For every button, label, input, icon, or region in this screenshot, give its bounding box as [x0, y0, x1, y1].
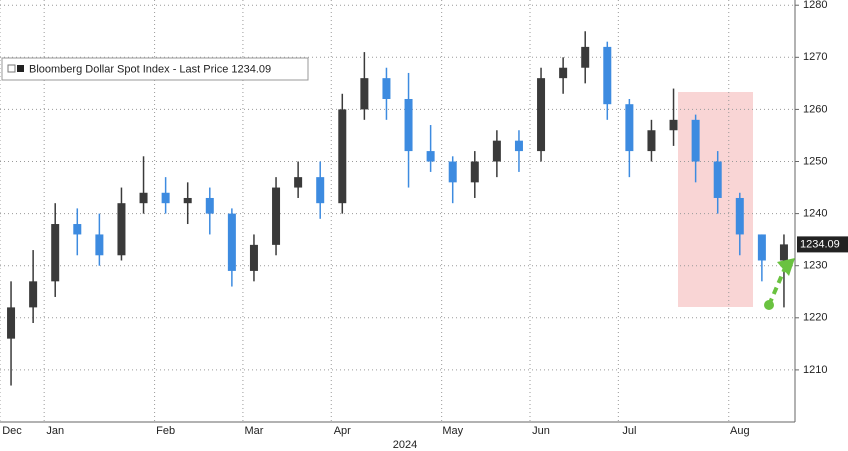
- candle-body: [470, 161, 479, 183]
- x-tick-label: May: [442, 425, 463, 437]
- candle-body: [757, 234, 766, 261]
- candle-body: [647, 130, 656, 152]
- trend-arrow: [764, 258, 795, 310]
- legend-icon: [17, 65, 24, 72]
- candle-body: [338, 109, 347, 204]
- candle-body: [161, 192, 170, 204]
- candle-body: [404, 98, 413, 152]
- last-price-label: 1234.09: [800, 238, 840, 250]
- candle-body: [139, 192, 148, 204]
- y-tick-label: 1220: [803, 312, 827, 324]
- x-tick-label: Aug: [730, 425, 750, 437]
- candle-body: [735, 197, 744, 235]
- arrow-tail: [764, 300, 774, 310]
- x-tick-label: Jun: [532, 425, 550, 437]
- candle-body: [514, 140, 523, 152]
- y-tick-label: 1210: [803, 364, 827, 376]
- candle-body: [249, 244, 258, 271]
- candle-body: [603, 46, 612, 105]
- candle-body: [360, 78, 369, 110]
- candle-body: [537, 78, 546, 152]
- y-tick-label: 1250: [803, 155, 827, 167]
- candle-body: [51, 224, 60, 282]
- candle-body: [227, 213, 236, 271]
- candle-body: [316, 177, 325, 204]
- x-tick-label: Mar: [244, 425, 263, 437]
- candle-body: [492, 140, 501, 162]
- candle-body: [183, 197, 192, 204]
- candle-body: [426, 151, 435, 162]
- y-tick-label: 1270: [803, 51, 827, 63]
- arrow-shaft: [767, 267, 787, 306]
- candle-body: [559, 67, 568, 79]
- x-tick-label: Apr: [334, 425, 351, 437]
- candle-body: [713, 161, 722, 198]
- candle-body: [581, 46, 590, 68]
- legend: Bloomberg Dollar Spot Index - Last Price…: [1, 57, 309, 81]
- legend-box: [1, 57, 309, 81]
- y-tick-label: 1240: [803, 208, 827, 220]
- x-tick-label: Dec: [2, 425, 22, 437]
- x-tick-label: Jul: [622, 425, 636, 437]
- candle-body: [95, 234, 104, 256]
- candle-body: [382, 78, 391, 99]
- candle-body: [779, 244, 788, 261]
- x-axis-year: 2024: [393, 439, 417, 451]
- candle-body: [294, 177, 303, 188]
- y-tick-label: 1230: [803, 260, 827, 272]
- last-price-box: [797, 236, 848, 253]
- x-tick-label: Jan: [46, 425, 64, 437]
- candle-body: [669, 119, 678, 131]
- plot: [0, 0, 795, 422]
- candle-body: [29, 281, 38, 308]
- candle-body: [117, 203, 126, 256]
- candle-body: [205, 197, 214, 214]
- legend-icon: [7, 64, 16, 73]
- legend-label: Bloomberg Dollar Spot Index - Last Price…: [29, 63, 271, 75]
- candle-body: [272, 187, 281, 245]
- x-tick-label: Feb: [156, 425, 175, 437]
- candle-body: [691, 119, 700, 162]
- y-tick-label: 1280: [803, 0, 827, 11]
- candle-body: [625, 104, 634, 152]
- candle-body: [448, 161, 457, 183]
- y-tick-label: 1260: [803, 103, 827, 115]
- candle-body: [73, 224, 82, 235]
- candle-body: [7, 307, 16, 339]
- arrow-head: [777, 258, 795, 276]
